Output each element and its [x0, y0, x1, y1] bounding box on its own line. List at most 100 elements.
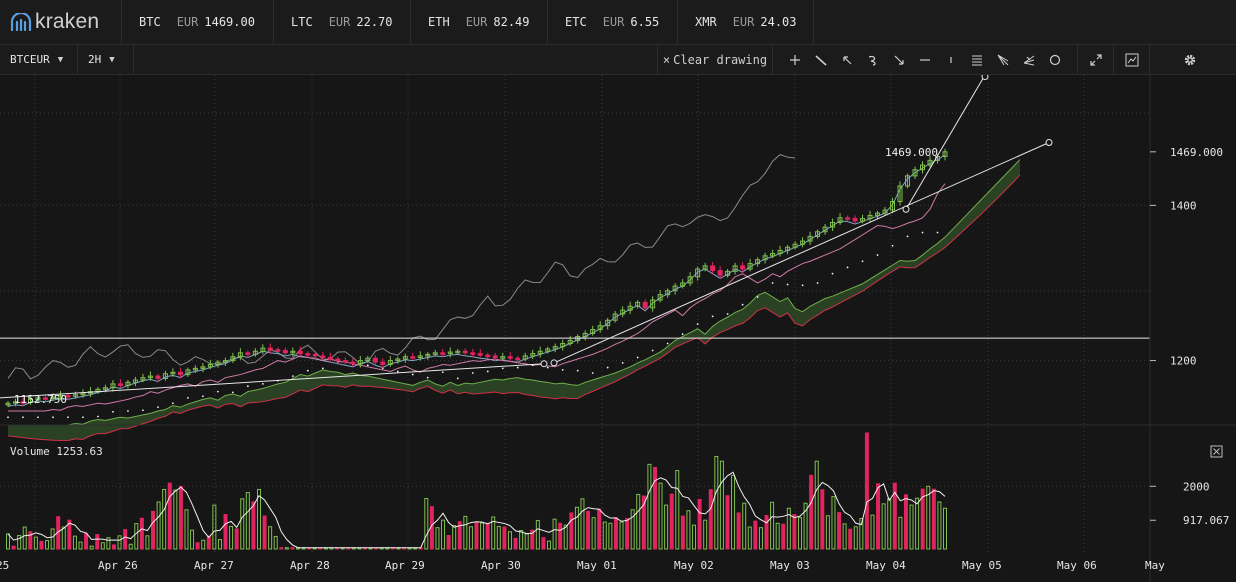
- ticker-price: 24.03: [760, 15, 797, 29]
- volume-bar: [524, 533, 529, 550]
- candle-body: [732, 265, 738, 272]
- candle-body: [72, 394, 78, 397]
- vertical-line-icon[interactable]: [938, 45, 964, 74]
- horizontal-line-icon[interactable]: [912, 45, 938, 74]
- candle-body: [57, 395, 63, 398]
- candle-body: [852, 218, 858, 222]
- candle-body: [320, 355, 326, 358]
- price-tick-label: 1200: [1170, 355, 1197, 368]
- drawing-tools: [782, 45, 1068, 74]
- kraken-logo[interactable]: kraken: [0, 0, 122, 44]
- candle-body: [402, 356, 408, 360]
- chart-indicator-icon[interactable]: [1113, 45, 1149, 74]
- candle-body: [387, 360, 393, 365]
- parabolic-dot: [157, 406, 159, 409]
- volume-bar: [931, 488, 936, 550]
- pitchfork-icon[interactable]: [990, 45, 1016, 74]
- candle-body: [785, 246, 791, 251]
- fib-lines-icon[interactable]: [964, 45, 990, 74]
- arrow-down-tool-icon[interactable]: [886, 45, 912, 74]
- volume-bar: [84, 532, 89, 550]
- candle-body: [65, 395, 71, 398]
- time-axis-label: May 05: [962, 559, 1002, 572]
- volume-average-line: [7, 471, 946, 549]
- candle-body: [830, 221, 836, 228]
- close-volume-pane-button[interactable]: [1210, 445, 1223, 458]
- time-axis-label: 25: [0, 559, 9, 572]
- ticker-xmr[interactable]: XMR EUR 24.03: [678, 0, 814, 44]
- ticker-etc[interactable]: ETC EUR 6.55: [548, 0, 678, 44]
- parabolic-dot: [486, 370, 489, 373]
- ticker-btc[interactable]: BTC EUR 1469.00: [122, 0, 274, 44]
- time-axis-label: May 06: [1057, 559, 1097, 572]
- volume-bar: [725, 495, 730, 550]
- candle-body: [942, 151, 948, 157]
- volume-bar: [435, 527, 440, 550]
- volume-bar: [920, 488, 925, 550]
- parabolic-dot: [561, 369, 564, 371]
- volume-bar: [686, 510, 691, 550]
- close-icon: [1213, 448, 1220, 455]
- time-axis-label: Apr 30: [481, 559, 521, 572]
- volume-bar: [89, 545, 94, 550]
- arrow-tool-icon[interactable]: [834, 45, 860, 74]
- interval-selector[interactable]: 2H ▼: [78, 45, 134, 74]
- volume-bar: [831, 496, 836, 550]
- candle-body: [20, 401, 26, 404]
- ticker-symbol: ETC: [565, 15, 587, 29]
- volume-bar: [541, 537, 546, 550]
- volume-bar: [714, 456, 719, 550]
- volume-bars: [6, 432, 947, 550]
- price-chart[interactable]: 1469.000 1152.750 1469.000 1400 1200 2000 917…: [0, 75, 1236, 582]
- clear-drawing-button[interactable]: × Clear drawing: [657, 45, 773, 74]
- volume-bar: [909, 504, 914, 550]
- volume-bar: [569, 512, 574, 550]
- candle-body: [477, 353, 483, 356]
- ticker-ltc[interactable]: LTC EUR 22.70: [274, 0, 411, 44]
- parabolic-dot: [291, 375, 294, 378]
- volume-bar: [853, 526, 858, 550]
- parabolic-dot: [366, 364, 369, 367]
- volume-bar: [825, 515, 830, 550]
- candle-body: [867, 214, 873, 220]
- circle-tool-icon[interactable]: [1042, 45, 1068, 74]
- candle-body: [237, 352, 243, 358]
- candle-body: [462, 350, 468, 354]
- expand-icon[interactable]: [1077, 45, 1113, 74]
- curve-tool-icon[interactable]: [860, 45, 886, 74]
- pair-selector[interactable]: BTCEUR ▼: [0, 45, 78, 74]
- parabolic-dot: [741, 303, 744, 306]
- volume-bar: [591, 517, 596, 550]
- candle-body: [537, 350, 543, 355]
- plus-icon[interactable]: [782, 45, 808, 74]
- volume-bar: [742, 502, 747, 550]
- volume-bar: [145, 535, 150, 550]
- trend-line-drawing: [0, 363, 545, 399]
- volume-bar: [424, 498, 429, 550]
- volume-bar: [859, 518, 864, 550]
- parabolic-dot: [142, 409, 144, 412]
- ticker-eth[interactable]: ETH EUR 82.49: [411, 0, 548, 44]
- candlesticks: [5, 148, 948, 408]
- volume-bar: [602, 521, 607, 550]
- fan-icon[interactable]: [1016, 45, 1042, 74]
- volume-bar: [809, 474, 814, 550]
- candle-body: [882, 209, 888, 214]
- line-tool-icon[interactable]: [808, 45, 834, 74]
- candle-body: [27, 398, 33, 403]
- drawing-handle: [981, 75, 989, 81]
- chart-grid: [0, 75, 1150, 554]
- gear-icon[interactable]: [1149, 45, 1229, 74]
- volume-bar: [625, 518, 630, 550]
- time-axis-label: Apr 26: [98, 559, 138, 572]
- candle-body: [440, 352, 446, 355]
- volume-bar: [480, 522, 485, 550]
- parabolic-dot: [621, 362, 624, 364]
- volume-bar: [563, 524, 568, 550]
- conversion-line: [7, 154, 946, 407]
- parabolic-dot: [756, 296, 759, 298]
- candle-body: [920, 164, 926, 171]
- candle-body: [282, 349, 288, 354]
- volume-bar: [803, 502, 808, 550]
- parabolic-dot: [666, 342, 669, 345]
